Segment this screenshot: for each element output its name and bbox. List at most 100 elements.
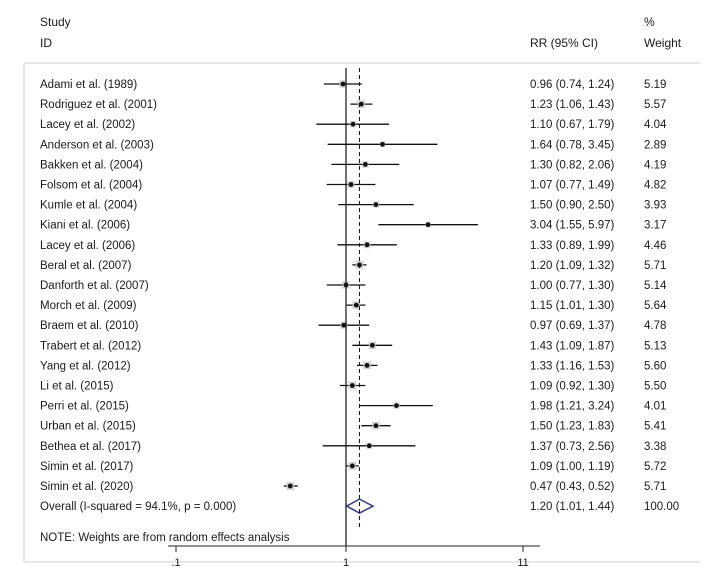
x-tick-label: 1	[343, 557, 349, 569]
study-rr-ci: 1.50 (0.90, 2.50)	[530, 200, 615, 212]
study-rr-ci: 1.10 (0.67, 1.79)	[530, 119, 615, 131]
study-name: Morch et al. (2009)	[40, 300, 137, 312]
header-rr: RR (95% CI)	[530, 36, 598, 50]
point-estimate	[348, 182, 354, 187]
study-rr-ci: 1.50 (1.23, 1.83)	[530, 421, 615, 433]
study-rr-ci: 1.37 (0.73, 2.56)	[530, 441, 615, 453]
study-rr-ci: 1.43 (1.09, 1.87)	[530, 340, 615, 352]
study-weight: 5.57	[644, 99, 666, 111]
study-row: Yang et al. (2012) 1.33 (1.16, 1.53) 5.60	[40, 360, 666, 372]
point-estimate	[350, 121, 356, 127]
study-rr-ci: 1.30 (0.82, 2.06)	[530, 159, 615, 171]
study-row: Lacey et al. (2002) 1.10 (0.67, 1.79) 4.04	[40, 119, 667, 131]
study-row: Li et al. (2015) 1.09 (0.92, 1.30) 5.50	[40, 381, 666, 393]
study-rr-ci: 1.64 (0.78, 3.45)	[530, 139, 615, 151]
overall-row: Overall (I-squared = 94.1%, p = 0.000) 1.…	[40, 498, 679, 515]
header-study: Study	[40, 15, 71, 29]
point-estimate	[425, 222, 431, 228]
study-row: Beral et al. (2007) 1.20 (1.09, 1.32) 5.71	[40, 260, 666, 272]
study-weight: 5.60	[644, 360, 666, 372]
study-name: Lacey et al. (2006)	[40, 240, 135, 252]
study-name: Braem et al. (2010)	[40, 320, 139, 332]
study-name: Perri et al. (2015)	[40, 401, 129, 413]
study-weight: 4.19	[644, 159, 666, 171]
study-weight: 4.82	[644, 180, 666, 192]
point-estimate	[358, 101, 364, 107]
study-weight: 5.71	[644, 260, 666, 272]
study-weight: 5.41	[644, 421, 666, 433]
study-weight: 4.78	[644, 320, 666, 332]
study-weight: 5.14	[644, 280, 667, 292]
study-weight: 3.17	[644, 220, 666, 232]
study-row: Danforth et al. (2007) 1.00 (0.77, 1.30) 5…	[40, 280, 667, 292]
overall-diamond	[345, 498, 375, 515]
study-row: Morch et al. (2009) 1.15 (1.01, 1.30) 5.64	[40, 300, 667, 312]
study-rr-ci: 1.33 (0.89, 1.99)	[530, 240, 615, 252]
overall-label: Overall (I-squared = 94.1%, p = 0.000)	[40, 501, 236, 513]
study-name: Rodriguez et al. (2001)	[40, 99, 157, 111]
point-estimate	[353, 302, 359, 308]
study-name: Danforth et al. (2007)	[40, 280, 149, 292]
point-estimate	[373, 202, 379, 208]
study-rr-ci: 1.20 (1.09, 1.32)	[530, 260, 615, 272]
study-name: Lacey et al. (2002)	[40, 119, 135, 131]
point-estimate	[340, 81, 346, 87]
study-name: Bethea et al. (2017)	[40, 441, 141, 453]
study-rr-ci: 3.04 (1.55, 5.97)	[530, 220, 615, 232]
study-weight: 5.50	[644, 381, 666, 393]
note-text: NOTE: Weights are from random effects an…	[40, 532, 290, 544]
study-name: Beral et al. (2007)	[40, 260, 132, 272]
point-estimate	[394, 403, 399, 408]
study-weight: 5.64	[644, 300, 667, 312]
study-rr-ci: 1.33 (1.16, 1.53)	[530, 360, 615, 372]
study-name: Urban et al. (2015)	[40, 421, 136, 433]
study-row: Simin et al. (2020) 0.47 (0.43, 0.52) 5.71	[40, 481, 666, 493]
study-weight: 4.01	[644, 401, 666, 413]
study-row: Adami et al. (1989) 0.96 (0.74, 1.24) 5.19	[40, 79, 666, 91]
study-row: Anderson et al. (2003) 1.64 (0.78, 3.45) 2…	[40, 139, 666, 151]
study-row: Trabert et al. (2012) 1.43 (1.09, 1.87) 5.…	[40, 340, 666, 352]
study-row: Folsom et al. (2004) 1.07 (0.77, 1.49) 4.8…	[40, 180, 666, 192]
study-name: Li et al. (2015)	[40, 381, 114, 393]
study-rr-ci: 0.97 (0.69, 1.37)	[530, 320, 615, 332]
study-weight: 4.04	[644, 119, 667, 131]
study-rr-ci: 0.47 (0.43, 0.52)	[530, 481, 615, 493]
point-estimate	[349, 463, 355, 469]
study-name: Folsom et al. (2004)	[40, 180, 142, 192]
study-weight: 3.38	[644, 441, 666, 453]
point-estimate	[370, 342, 375, 348]
x-tick-label: .1	[171, 557, 180, 569]
study-weight: 3.93	[644, 200, 666, 212]
study-row: Urban et al. (2015) 1.50 (1.23, 1.83) 5.41	[40, 421, 666, 433]
study-rr-ci: 1.15 (1.01, 1.30)	[530, 300, 615, 312]
overall-weight: 100.00	[644, 501, 679, 513]
study-name: Kiani et al. (2006)	[40, 220, 130, 232]
study-rr-ci: 1.98 (1.21, 3.24)	[530, 401, 615, 413]
study-row: Kumle et al. (2004) 1.50 (0.90, 2.50) 3.93	[40, 200, 666, 212]
study-rows: Adami et al. (1989) 0.96 (0.74, 1.24) 5.19…	[40, 79, 667, 493]
study-row: Kiani et al. (2006) 3.04 (1.55, 5.97) 3.17	[40, 220, 666, 232]
study-row: Rodriguez et al. (2001) 1.23 (1.06, 1.43)…	[40, 99, 666, 111]
x-axis-ticks: .1 1 11	[171, 546, 529, 569]
study-row: Bethea et al. (2017) 1.37 (0.73, 2.56) 3.3…	[40, 441, 666, 453]
study-row: Bakken et al. (2004) 1.30 (0.82, 2.06) 4.1…	[40, 159, 666, 171]
study-weight: 5.19	[644, 79, 666, 91]
point-estimate	[366, 443, 372, 449]
study-row: Lacey et al. (2006) 1.33 (0.89, 1.99) 4.46	[40, 240, 666, 252]
study-name: Bakken et al. (2004)	[40, 159, 143, 171]
header-weight: Weight	[644, 36, 682, 50]
point-estimate	[380, 141, 385, 147]
study-weight: 5.72	[644, 461, 666, 473]
study-weight: 5.71	[644, 481, 666, 493]
study-rr-ci: 1.23 (1.06, 1.43)	[530, 99, 615, 111]
study-name: Kumle et al. (2004)	[40, 200, 137, 212]
study-name: Simin et al. (2020)	[40, 481, 133, 493]
point-estimate	[362, 162, 368, 167]
x-tick-label: 11	[517, 557, 528, 569]
study-row: Perri et al. (2015) 1.98 (1.21, 3.24) 4.01	[40, 401, 666, 413]
point-estimate	[364, 242, 370, 248]
study-rr-ci: 1.00 (0.77, 1.30)	[530, 280, 615, 292]
point-estimate	[349, 383, 355, 388]
point-estimate	[364, 363, 370, 368]
